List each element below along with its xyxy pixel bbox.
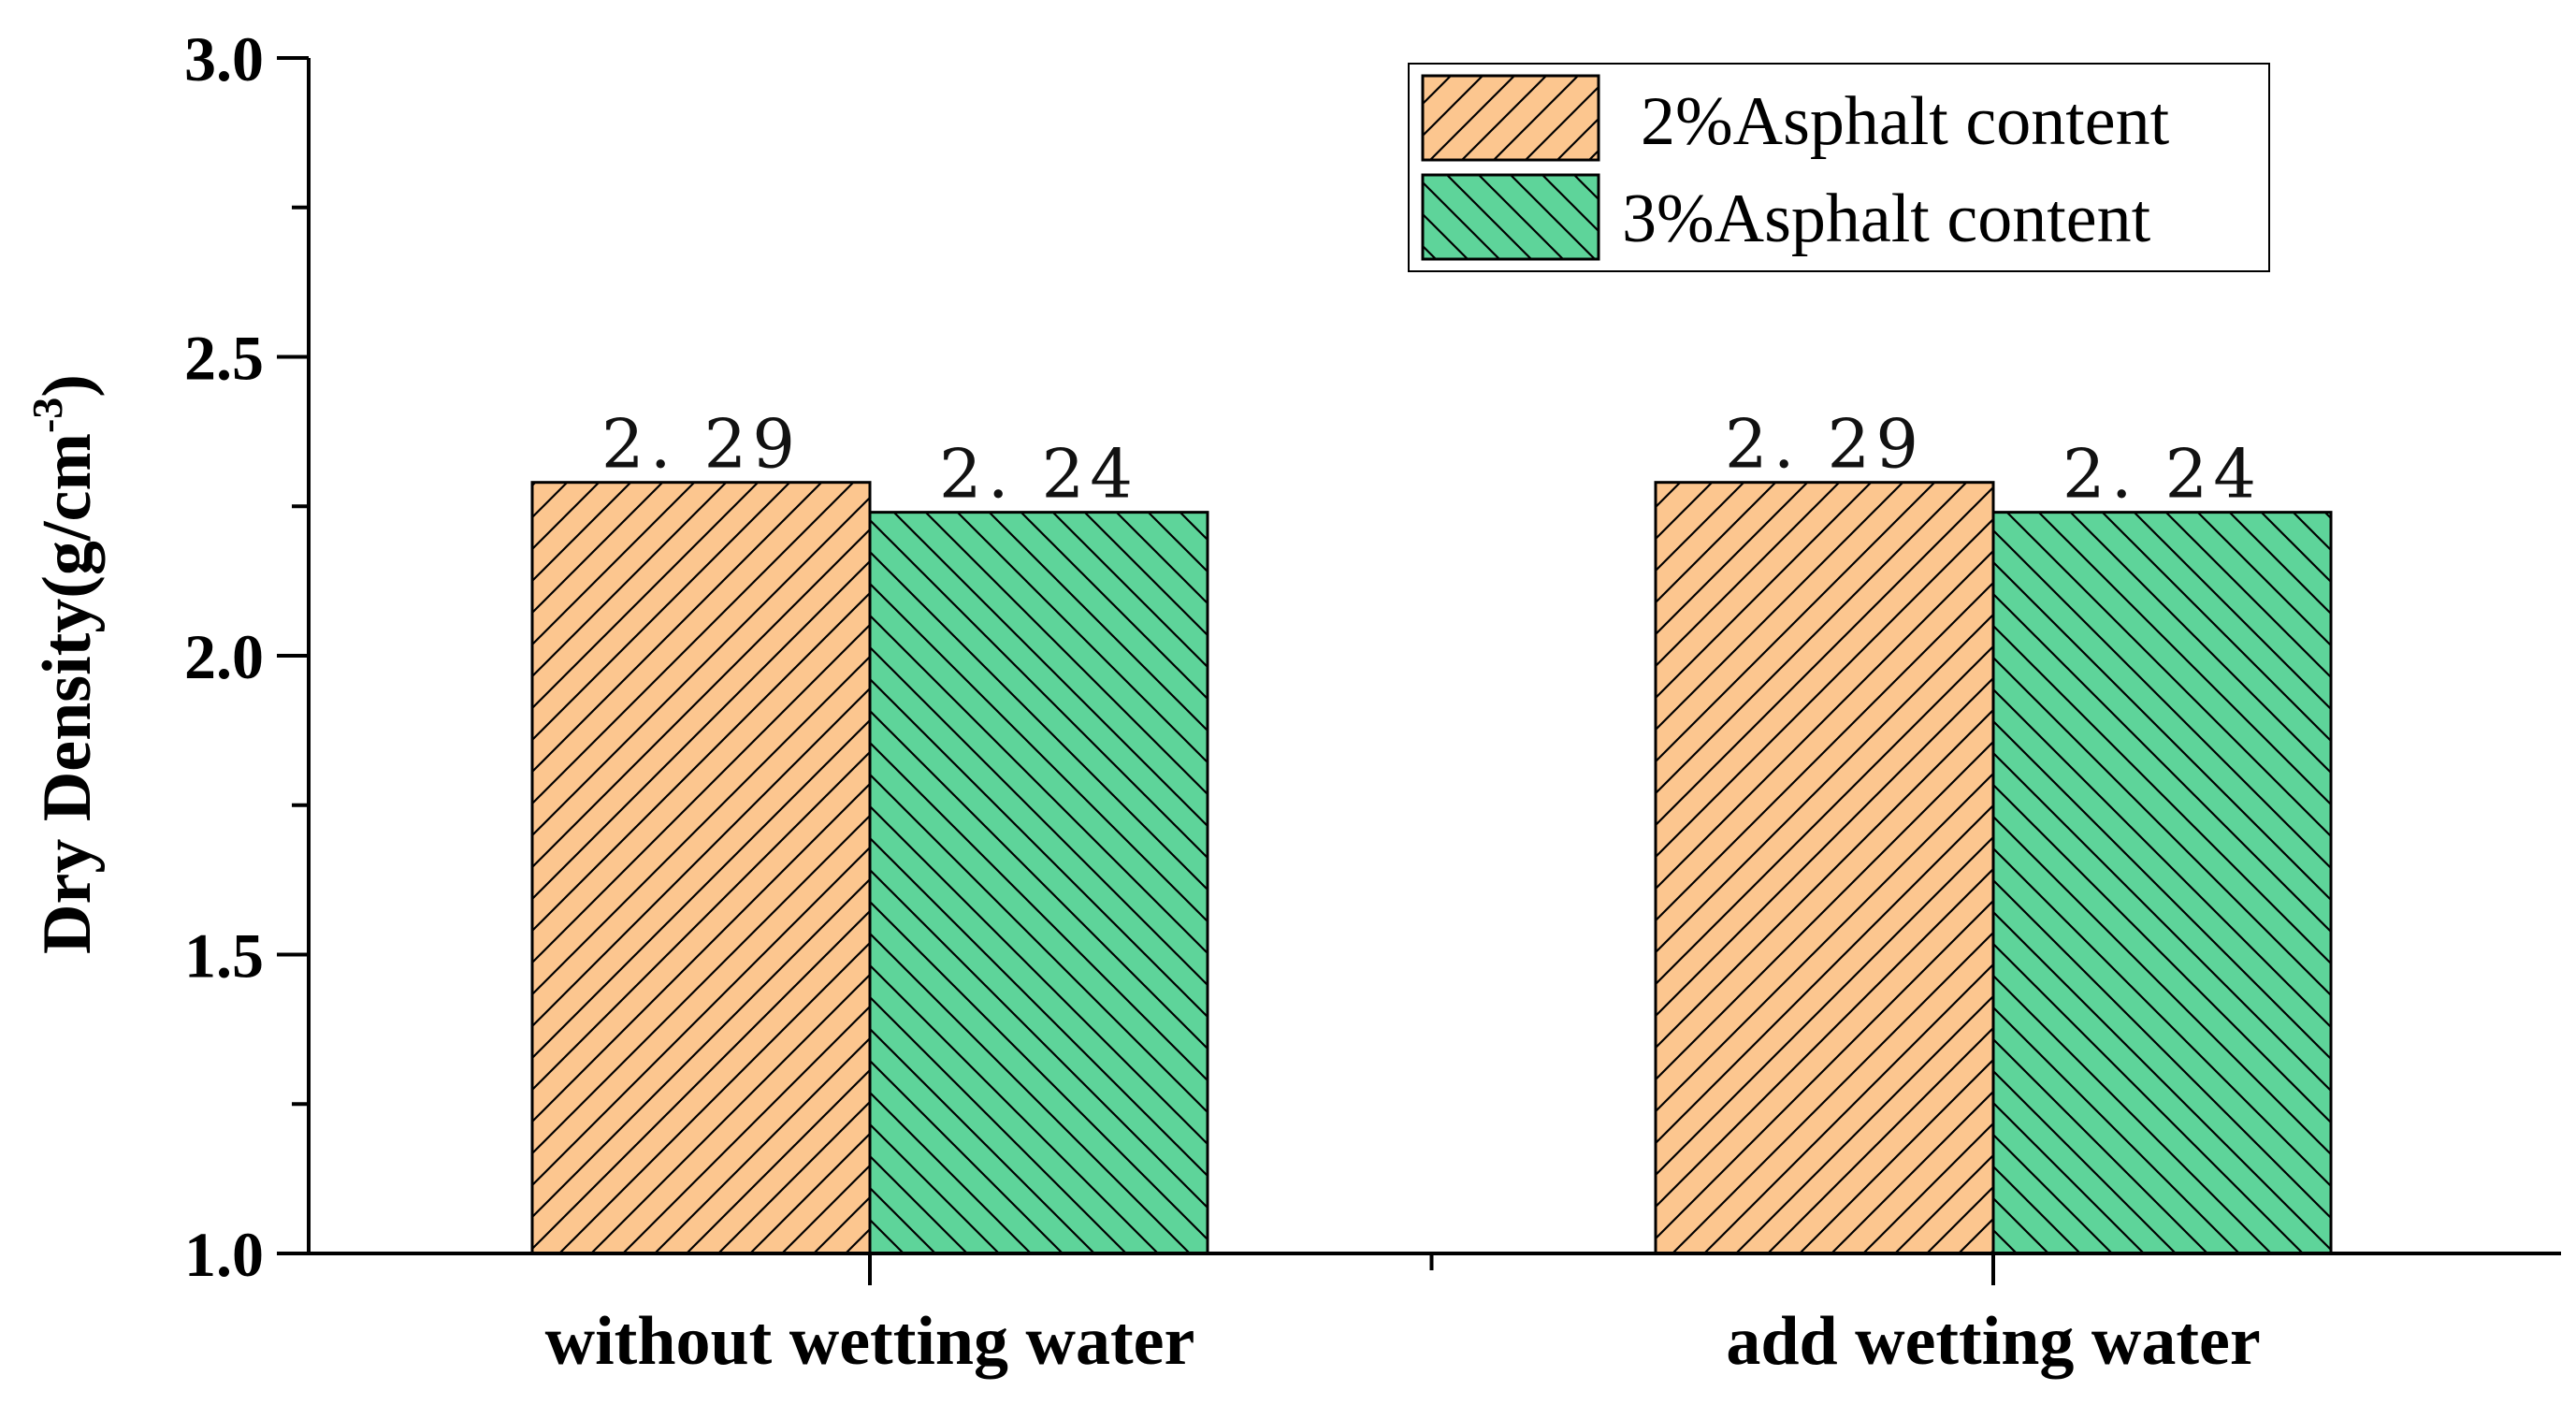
x-category-label: without wetting water	[545, 1303, 1195, 1380]
y-tick-label: 1.5	[184, 920, 264, 992]
y-tick-label: 1.0	[184, 1219, 264, 1290]
y-tick-label: 2.0	[184, 621, 264, 692]
data-label-3pct-cat0: 2. 24	[939, 435, 1138, 514]
data-labels-group: 2. 29 2. 24 2. 29 2. 24	[601, 405, 2262, 514]
bar-3pct-cat1	[1991, 511, 2333, 1255]
bars-group	[530, 481, 2333, 1255]
legend-label-2pct: 2%Asphalt content	[1641, 83, 2170, 160]
y-tick-label: 3.0	[184, 23, 264, 94]
legend-swatch-3pct	[1421, 173, 1600, 261]
legend: 2%Asphalt content 3%Asphalt content	[1408, 63, 2270, 272]
y-tick-label: 2.5	[184, 323, 264, 394]
x-category-label: add wetting water	[1726, 1303, 2260, 1380]
y-axis-title: Dry Density(g/cm-3)	[23, 374, 106, 954]
y-axis-ticks: 1.0 1.5 2.0 2.5 3.0	[184, 23, 309, 1290]
data-label-2pct-cat0: 2. 29	[601, 405, 801, 484]
bar-3pct-cat0	[868, 511, 1209, 1255]
legend-label-3pct: 3%Asphalt content	[1622, 181, 2151, 257]
data-label-3pct-cat1: 2. 24	[2062, 435, 2262, 514]
legend-swatch-2pct	[1421, 74, 1600, 162]
data-label-2pct-cat1: 2. 29	[1725, 405, 1924, 484]
bar-2pct-cat1	[1654, 481, 1995, 1255]
x-axis-ticks: without wetting water add wetting water	[545, 1253, 2261, 1380]
bar-2pct-cat0	[530, 481, 872, 1255]
